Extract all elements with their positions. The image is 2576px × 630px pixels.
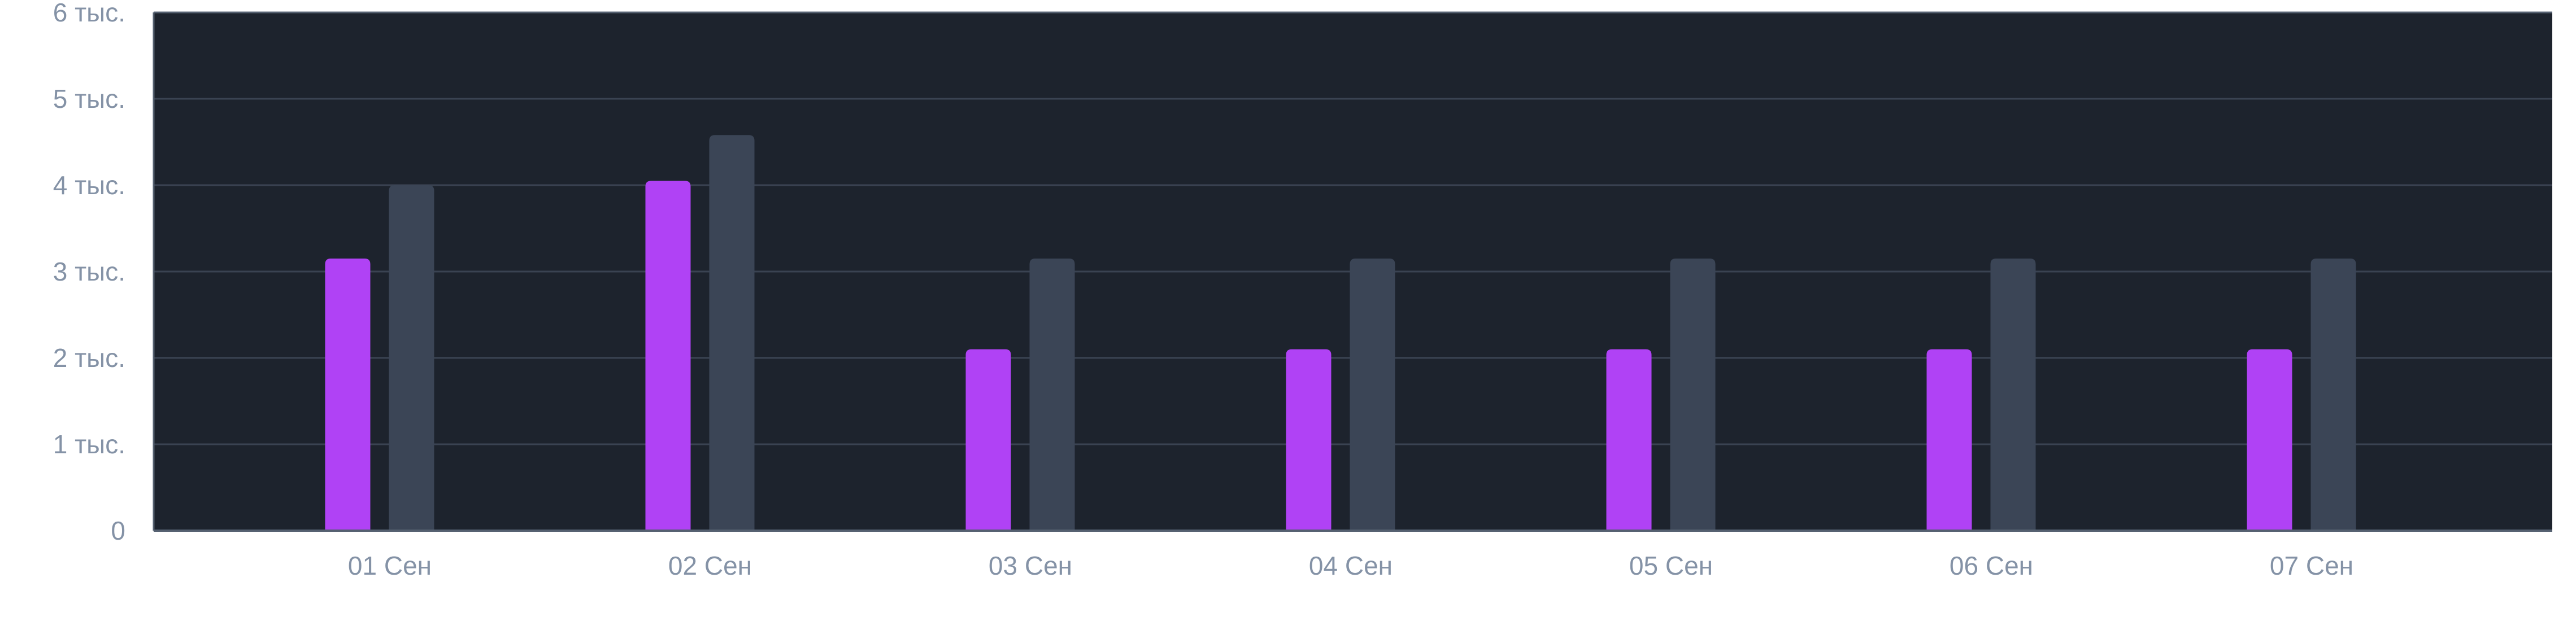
y-tick-label: 6 тыс.	[53, 0, 125, 27]
y-tick-label: 3 тыс.	[53, 257, 125, 286]
bar-1-3[interactable]	[965, 349, 1011, 531]
bar-2-1[interactable]	[389, 185, 434, 531]
bar-1-5[interactable]	[1606, 349, 1652, 531]
bar-1-2[interactable]	[645, 181, 691, 531]
bar-1-1[interactable]	[325, 259, 371, 531]
y-tick-label: 0	[111, 516, 125, 545]
bar-2-7[interactable]	[2310, 259, 2356, 531]
y-tick-label: 4 тыс.	[53, 170, 125, 200]
bar-2-6[interactable]	[1990, 259, 2036, 531]
axes	[153, 11, 2552, 532]
bar-1-4[interactable]	[1286, 349, 1331, 531]
bars	[325, 135, 2356, 531]
bar-1-6[interactable]	[1926, 349, 1972, 531]
x-tick-label: 07 Сен	[2270, 551, 2353, 580]
bar-2-2[interactable]	[709, 135, 755, 531]
bar-2-3[interactable]	[1029, 259, 1075, 531]
bar-1-7[interactable]	[2247, 349, 2292, 531]
y-tick-label: 2 тыс.	[53, 343, 125, 373]
x-tick-label: 01 Сен	[348, 551, 432, 580]
bar-2-5[interactable]	[1670, 259, 1716, 531]
x-tick-label: 04 Сен	[1309, 551, 1393, 580]
x-axis-tick-labels: 01 Сен 02 Сен 03 Сен 04 Сен 05 Сен 06 Сен 07 С…	[348, 551, 2353, 580]
bar-2-4[interactable]	[1350, 259, 1395, 531]
x-tick-label: 05 Сен	[1629, 551, 1713, 580]
x-tick-label: 02 Сен	[668, 551, 752, 580]
x-tick-label: 06 Сен	[1950, 551, 2033, 580]
y-tick-label: 1 тыс.	[53, 430, 125, 459]
y-tick-label: 5 тыс.	[53, 84, 125, 113]
x-tick-label: 03 Сен	[989, 551, 1072, 580]
y-axis-tick-labels: 0 1 тыс. 2 тыс. 3 тыс. 4 тыс. 5 тыс. 6 тыс.	[53, 0, 125, 545]
